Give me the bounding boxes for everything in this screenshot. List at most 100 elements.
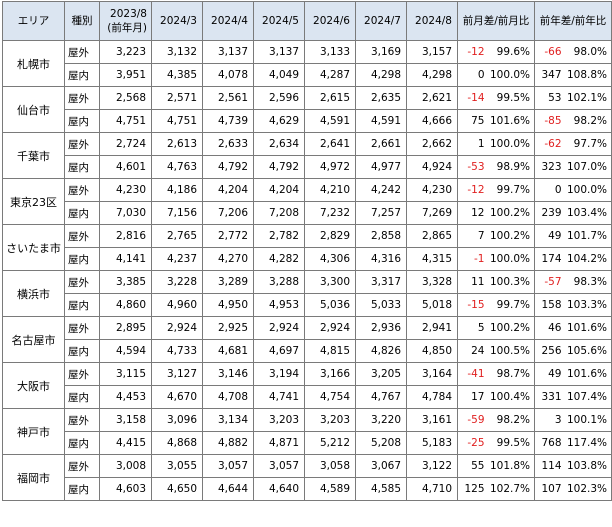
value-cell: 4,230 <box>406 178 458 202</box>
kind-cell: 屋外 <box>64 178 100 202</box>
value-cell: 4,767 <box>355 385 407 409</box>
value-cell: 2,641 <box>304 132 356 156</box>
value-cell: 2,661 <box>355 132 407 156</box>
value-cell: 4,697 <box>253 339 305 363</box>
value-cell: 3,137 <box>202 40 254 64</box>
yoy-ratio-cell: 107.0% <box>564 155 612 179</box>
yoy-diff-cell: 0 <box>534 178 565 202</box>
value-cell: 4,603 <box>99 477 152 501</box>
value-cell: 2,924 <box>304 316 356 340</box>
value-cell: 2,621 <box>406 86 458 110</box>
value-cell: 4,594 <box>99 339 152 363</box>
mom-ratio-cell: 102.7% <box>487 477 535 501</box>
table-row: 屋内 4,601 4,763 4,792 4,792 4,972 4,977 4,924 -53… <box>3 155 612 179</box>
value-cell: 2,941 <box>406 316 458 340</box>
value-cell: 4,754 <box>304 385 356 409</box>
kind-cell: 屋内 <box>64 63 100 87</box>
city-cell: 札幌市 <box>2 40 65 87</box>
mom-diff-cell: -14 <box>457 86 488 110</box>
value-cell: 4,591 <box>355 109 407 133</box>
price-table: エリア 種別 2023/8 (前年月) 2024/3 2024/4 2024/5… <box>2 1 612 501</box>
value-cell: 4,972 <box>304 155 356 179</box>
value-cell: 4,453 <box>99 385 152 409</box>
table-row: 屋内 4,594 4,733 4,681 4,697 4,815 4,826 4,850 24 1… <box>3 339 612 363</box>
mom-ratio-cell: 100.2% <box>487 316 535 340</box>
yoy-ratio-cell: 102.1% <box>564 86 612 110</box>
mom-ratio-cell: 100.0% <box>487 63 535 87</box>
mom-ratio-cell: 100.4% <box>487 385 535 409</box>
value-cell: 3,169 <box>355 40 407 64</box>
value-cell: 3,132 <box>151 40 203 64</box>
value-cell: 4,591 <box>304 109 356 133</box>
header-2024-4: 2024/4 <box>202 1 254 41</box>
kind-cell: 屋外 <box>64 132 100 156</box>
mom-diff-cell: 12 <box>457 201 488 225</box>
mom-diff-cell: 0 <box>457 63 488 87</box>
value-cell: 4,210 <box>304 178 356 202</box>
table-row: 名古屋市 屋外 2,895 2,924 2,925 2,924 2,924 2,936 2,94… <box>2 316 612 363</box>
mom-diff-cell: -25 <box>457 431 488 455</box>
yoy-ratio-cell: 107.4% <box>564 385 612 409</box>
value-cell: 4,049 <box>253 63 305 87</box>
value-cell: 4,640 <box>253 477 305 501</box>
value-cell: 3,158 <box>99 408 152 432</box>
value-cell: 3,055 <box>151 454 203 478</box>
city-cell: 横浜市 <box>2 270 65 317</box>
value-cell: 4,792 <box>202 155 254 179</box>
value-cell: 4,282 <box>253 247 305 271</box>
kind-cell: 屋内 <box>64 155 100 179</box>
yoy-ratio-cell: 105.6% <box>564 339 612 363</box>
value-cell: 3,096 <box>151 408 203 432</box>
value-cell: 7,156 <box>151 201 203 225</box>
yoy-diff-cell: 347 <box>534 63 565 87</box>
value-cell: 2,816 <box>99 224 152 248</box>
kind-cell: 屋内 <box>64 385 100 409</box>
value-cell: 3,228 <box>151 270 203 294</box>
mom-diff-cell: 24 <box>457 339 488 363</box>
value-cell: 3,157 <box>406 40 458 64</box>
value-cell: 2,924 <box>253 316 305 340</box>
kind-cell: 屋内 <box>64 109 100 133</box>
table-row: 仙台市 屋外 2,568 2,571 2,561 2,596 2,615 2,635 2,621… <box>2 86 612 133</box>
value-cell: 4,141 <box>99 247 152 271</box>
value-cell: 4,242 <box>355 178 407 202</box>
mom-ratio-cell: 100.0% <box>487 247 535 271</box>
value-cell: 2,596 <box>253 86 305 110</box>
value-cell: 3,008 <box>99 454 152 478</box>
mom-ratio-cell: 98.9% <box>487 155 535 179</box>
yoy-ratio-cell: 117.4% <box>564 431 612 455</box>
value-cell: 3,161 <box>406 408 458 432</box>
mom-ratio-cell: 101.8% <box>487 454 535 478</box>
table-row: 屋内 4,415 4,868 4,882 4,871 5,212 5,208 5,183 -25… <box>3 431 612 455</box>
value-cell: 3,300 <box>304 270 356 294</box>
value-cell: 4,763 <box>151 155 203 179</box>
value-cell: 5,212 <box>304 431 356 455</box>
value-cell: 4,739 <box>202 109 254 133</box>
value-cell: 2,724 <box>99 132 152 156</box>
value-cell: 7,232 <box>304 201 356 225</box>
value-cell: 4,204 <box>202 178 254 202</box>
yoy-diff-cell: 114 <box>534 454 565 478</box>
value-cell: 4,270 <box>202 247 254 271</box>
value-cell: 2,613 <box>151 132 203 156</box>
value-cell: 2,936 <box>355 316 407 340</box>
value-cell: 7,030 <box>99 201 152 225</box>
value-cell: 4,298 <box>406 63 458 87</box>
yoy-diff-cell: 107 <box>534 477 565 501</box>
yoy-diff-cell: 239 <box>534 201 565 225</box>
mom-ratio-cell: 99.7% <box>487 293 535 317</box>
value-cell: 2,765 <box>151 224 203 248</box>
kind-cell: 屋外 <box>64 40 100 64</box>
value-cell: 3,127 <box>151 362 203 386</box>
kind-cell: 屋外 <box>64 454 100 478</box>
value-cell: 4,237 <box>151 247 203 271</box>
table-row: 屋内 4,453 4,670 4,708 4,741 4,754 4,767 4,784 17 1… <box>3 385 612 409</box>
value-cell: 4,741 <box>253 385 305 409</box>
value-cell: 4,960 <box>151 293 203 317</box>
kind-cell: 屋外 <box>64 362 100 386</box>
value-cell: 4,977 <box>355 155 407 179</box>
mom-diff-cell: 17 <box>457 385 488 409</box>
yoy-ratio-cell: 100.0% <box>564 178 612 202</box>
value-cell: 2,782 <box>253 224 305 248</box>
value-cell: 3,166 <box>304 362 356 386</box>
